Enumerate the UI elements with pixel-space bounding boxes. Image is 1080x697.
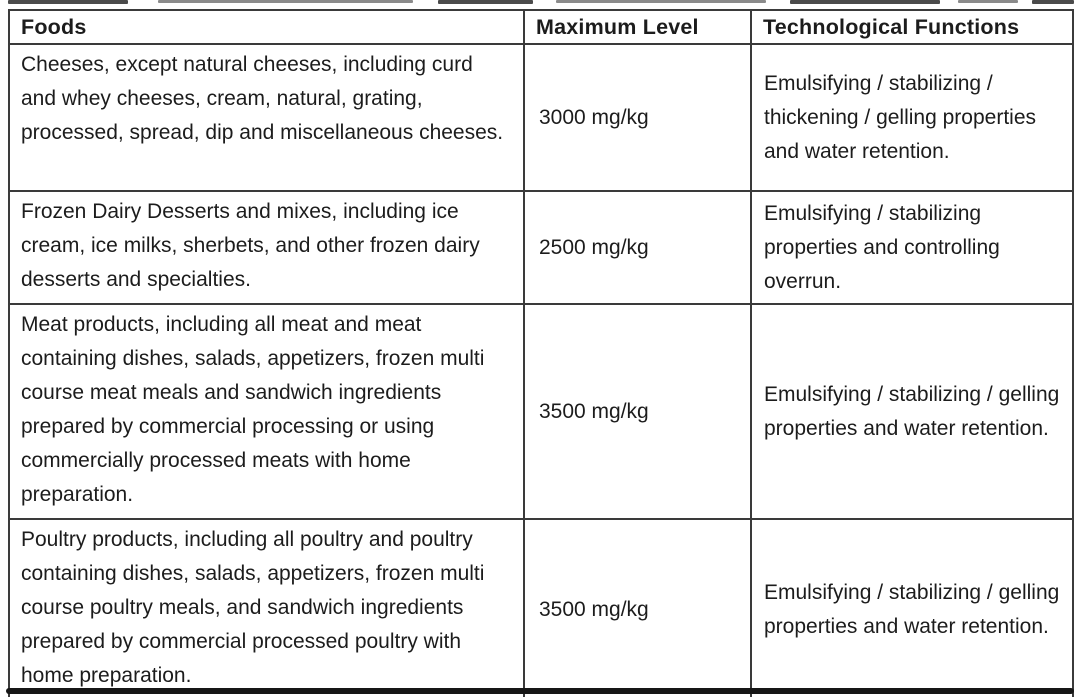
- scan-artifact-segment: [790, 0, 940, 4]
- col-header-foods: Foods: [8, 9, 525, 45]
- scan-artifact-segment: [1032, 0, 1074, 4]
- header-row: Foods Maximum Level Technological Functi…: [8, 9, 1074, 45]
- cell-functions: Emulsifying / stabilizing / gelling prop…: [750, 518, 1074, 697]
- cell-food: Poultry products, including all poultry …: [8, 518, 525, 697]
- cell-max-level: 3500 mg/kg: [523, 518, 752, 697]
- cell-functions: Emulsifying / stabilizing / thickening /…: [750, 43, 1074, 192]
- table-row: Cheeses, except natural cheeses, includi…: [8, 43, 1074, 192]
- scan-artifact-segment: [8, 0, 128, 4]
- cell-functions: Emulsifying / stabilizing / gelling prop…: [750, 303, 1074, 520]
- cell-food: Frozen Dairy Desserts and mixes, includi…: [8, 190, 525, 305]
- scan-artifact-top: [0, 0, 1080, 5]
- table-row: Meat products, including all meat and me…: [8, 303, 1074, 520]
- scan-artifact-bottom: [6, 688, 1074, 694]
- cell-functions: Emulsifying / stabilizing properties and…: [750, 190, 1074, 305]
- cell-max-level: 2500 mg/kg: [523, 190, 752, 305]
- col-header-max-level: Maximum Level: [523, 9, 752, 45]
- cell-food: Meat products, including all meat and me…: [8, 303, 525, 520]
- cell-max-level: 3000 mg/kg: [523, 43, 752, 192]
- col-header-functions: Technological Functions: [750, 9, 1074, 45]
- table-row: Poultry products, including all poultry …: [8, 518, 1074, 697]
- scan-artifact-segment: [438, 0, 533, 4]
- table-row: Frozen Dairy Desserts and mixes, includi…: [8, 190, 1074, 305]
- cell-max-level: 3500 mg/kg: [523, 303, 752, 520]
- food-additive-table: Foods Maximum Level Technological Functi…: [8, 9, 1074, 697]
- cell-food: Cheeses, except natural cheeses, includi…: [8, 43, 525, 192]
- scan-artifact-segment: [958, 0, 1018, 3]
- scan-artifact-segment: [556, 0, 766, 3]
- scan-artifact-segment: [158, 0, 413, 3]
